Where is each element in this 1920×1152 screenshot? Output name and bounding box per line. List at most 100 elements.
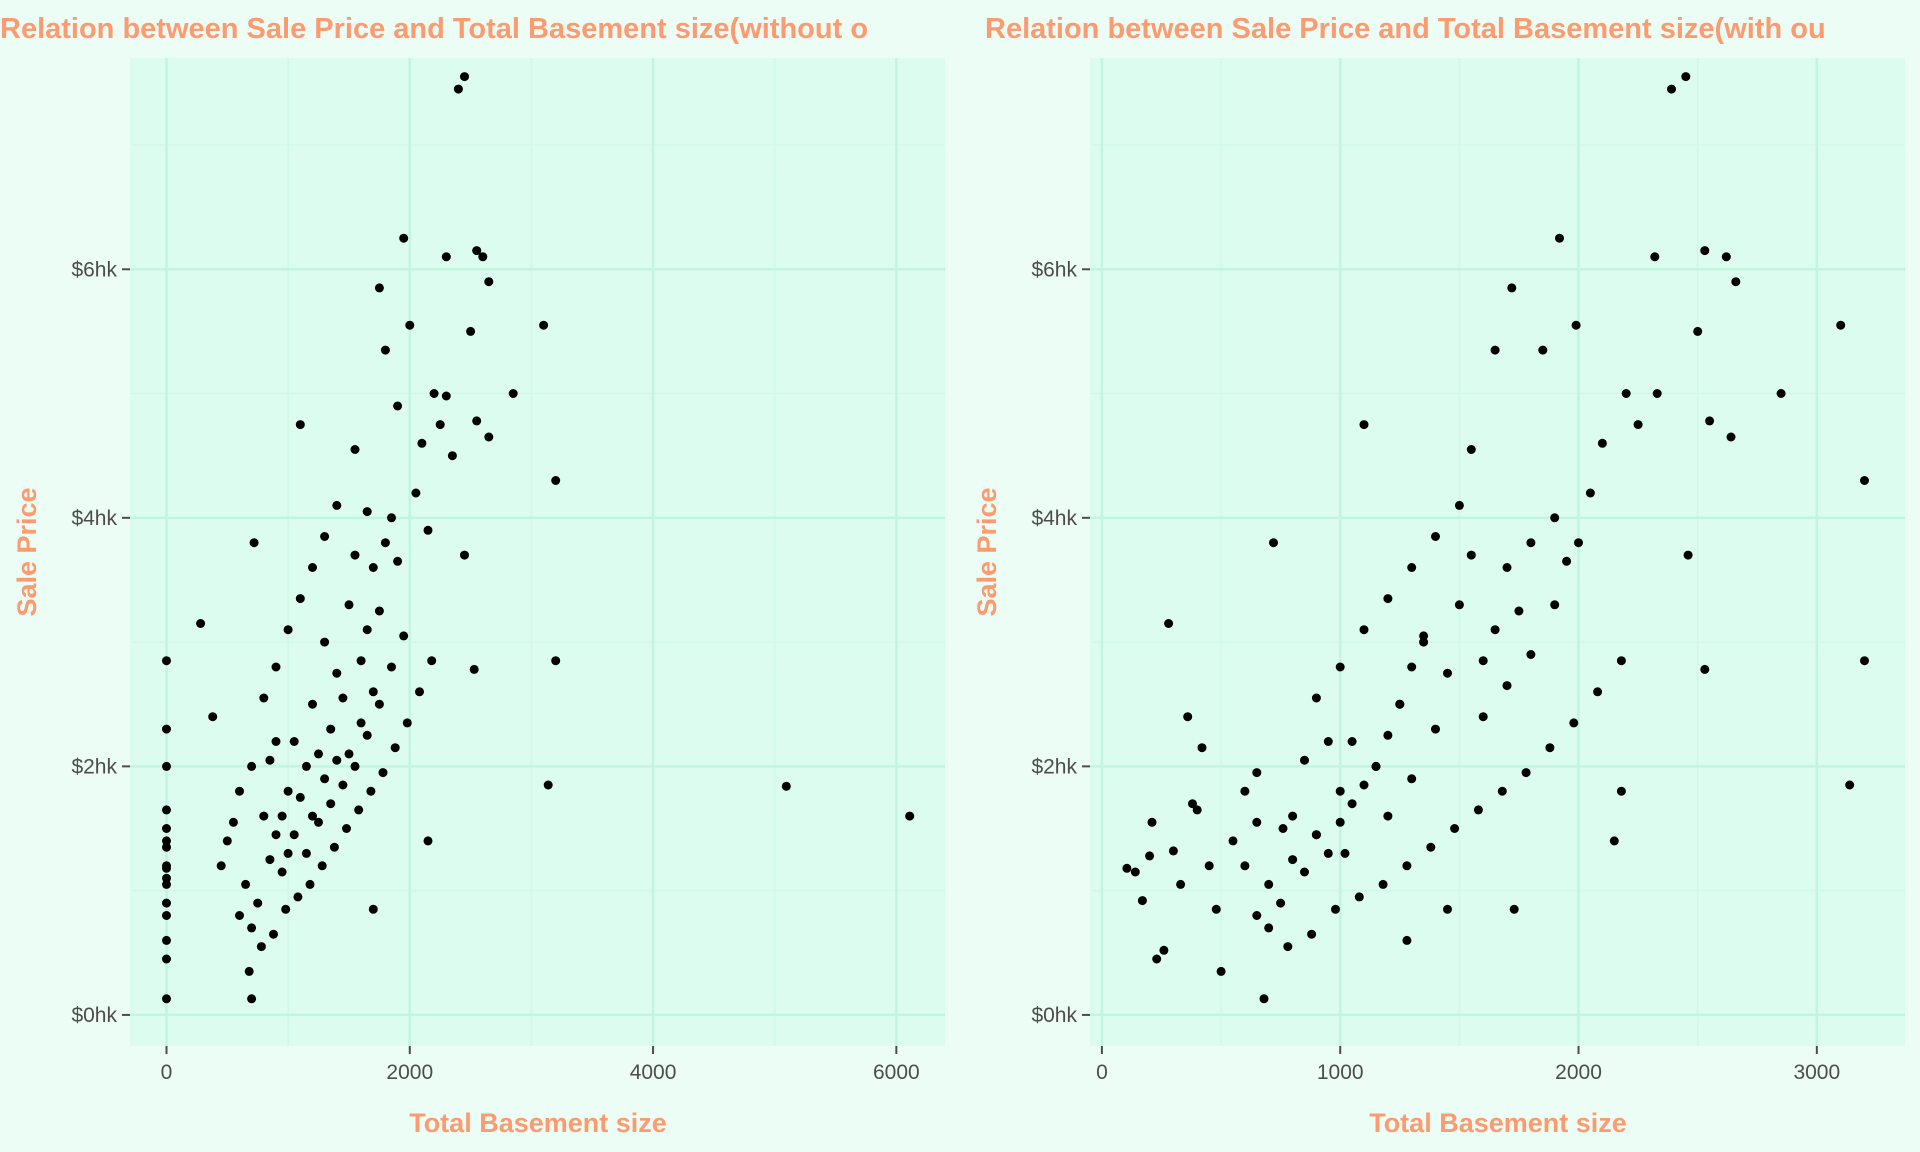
y-axis-ticks: $0hk $2hk $4hk $6hk: [1031, 258, 1090, 1027]
data-point: [249, 538, 259, 548]
data-point: [368, 687, 378, 697]
data-point: [1130, 867, 1140, 877]
data-point: [162, 863, 171, 873]
data-point: [265, 855, 275, 865]
data-point: [387, 513, 396, 523]
data-point: [1323, 848, 1333, 858]
y-axis-title: Sale Price: [972, 487, 1002, 616]
data-point: [320, 774, 330, 784]
data-point: [241, 879, 251, 889]
data-point: [1700, 664, 1710, 674]
data-point: [1509, 904, 1519, 914]
data-point: [781, 781, 791, 791]
data-point: [1164, 619, 1174, 628]
data-point: [1776, 389, 1786, 398]
data-point: [1550, 513, 1560, 523]
data-point: [320, 637, 330, 647]
data-point: [390, 743, 400, 753]
data-point: [350, 445, 360, 454]
data-point: [283, 625, 293, 635]
data-point: [399, 233, 409, 243]
data-point: [1419, 631, 1429, 641]
data-point: [1597, 438, 1607, 448]
data-point: [354, 805, 364, 815]
data-point: [314, 817, 323, 827]
data-point: [1550, 600, 1560, 610]
data-point: [1395, 699, 1405, 709]
data-point: [308, 699, 317, 709]
data-point: [1454, 600, 1464, 610]
data-point: [427, 656, 437, 666]
data-point: [368, 904, 378, 914]
data-point: [1331, 904, 1340, 914]
data-point: [1545, 743, 1555, 753]
data-point: [1159, 945, 1169, 955]
data-point: [1323, 737, 1333, 746]
data-point: [1571, 320, 1581, 330]
data-point: [1705, 416, 1715, 426]
data-point: [356, 656, 366, 666]
data-point: [1450, 824, 1460, 833]
data-point: [162, 824, 171, 833]
scatter-points: [162, 72, 915, 1004]
data-point: [253, 898, 263, 908]
data-point: [162, 656, 171, 666]
x-axis-title: Total Basement size: [1369, 1108, 1627, 1138]
scatter-points: [1122, 72, 1869, 1004]
data-point: [393, 401, 403, 411]
data-point: [283, 786, 293, 796]
data-point: [216, 861, 226, 871]
data-point: [1402, 861, 1412, 871]
data-point: [1264, 923, 1274, 933]
data-point: [332, 668, 342, 678]
data-point: [1419, 637, 1429, 647]
data-point: [1288, 855, 1298, 865]
x-tick-label: 3000: [1793, 1061, 1840, 1084]
data-point: [326, 799, 336, 809]
data-point: [1152, 954, 1162, 964]
data-point: [1562, 556, 1572, 566]
data-point: [378, 768, 388, 778]
data-point: [1538, 345, 1548, 355]
data-point: [1490, 625, 1500, 635]
data-point: [1311, 693, 1321, 703]
data-point: [247, 761, 257, 771]
data-point: [326, 724, 336, 734]
data-point: [1359, 420, 1369, 430]
data-point: [1183, 712, 1193, 722]
data-point: [1354, 892, 1364, 902]
data-point: [1240, 786, 1250, 796]
chart-title: Relation between Sale Price and Total Ba…: [985, 13, 1826, 45]
data-point: [460, 550, 469, 560]
data-point: [1426, 842, 1436, 852]
data-point: [1836, 320, 1846, 330]
data-point: [466, 326, 476, 336]
data-point: [1466, 550, 1476, 560]
data-point: [1507, 283, 1517, 293]
data-point: [366, 786, 376, 796]
data-point: [1300, 755, 1309, 765]
data-point: [387, 662, 396, 672]
data-point: [460, 72, 469, 82]
data-point: [162, 879, 171, 889]
data-point: [1383, 594, 1393, 604]
data-point: [1347, 799, 1357, 809]
data-point: [301, 848, 311, 858]
x-tick-label: 1000: [1317, 1061, 1364, 1084]
data-point: [350, 550, 360, 560]
data-point: [1335, 786, 1345, 796]
data-point: [1726, 432, 1736, 442]
y-tick-label: $2hk: [71, 755, 117, 778]
data-point: [301, 761, 311, 771]
data-point: [247, 923, 257, 933]
x-axis-ticks: 0 1000 2000 3000: [1096, 1046, 1840, 1084]
data-point: [1585, 488, 1595, 498]
data-point: [423, 525, 433, 535]
data-point: [447, 451, 457, 461]
data-point: [362, 730, 372, 740]
data-point: [1731, 277, 1741, 287]
data-point: [1490, 345, 1500, 355]
data-point: [429, 389, 439, 398]
